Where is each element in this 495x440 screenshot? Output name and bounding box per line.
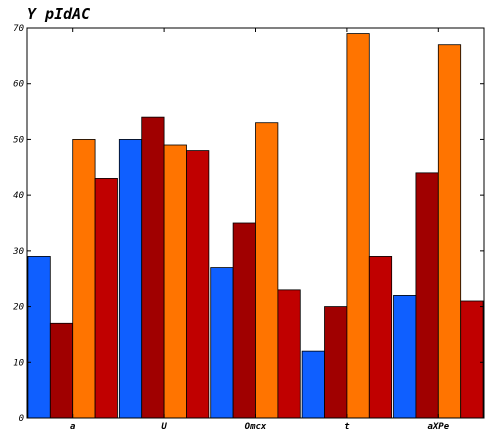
bars-layer xyxy=(27,33,484,419)
bar-Omcx-series1 xyxy=(210,267,234,419)
x-category-label: t xyxy=(344,422,350,432)
bar-aXPe-series2 xyxy=(415,172,439,419)
y-tick-label: 60 xyxy=(13,80,24,90)
x-category-label: Omcx xyxy=(245,422,267,432)
y-axis: 0 10 20 30 40 50 60 70 xyxy=(12,24,484,424)
x-axis: a U Omcx t aXPe xyxy=(70,28,450,432)
bar-a-series3 xyxy=(72,139,96,419)
bar-t-series1 xyxy=(301,350,325,419)
y-tick-label: 70 xyxy=(13,24,24,34)
y-tick-label: 0 xyxy=(19,414,24,424)
bar-U-series4 xyxy=(186,150,210,419)
y-tick-label: 50 xyxy=(13,135,24,145)
bar-t-series2 xyxy=(324,306,348,419)
x-category-label: a xyxy=(70,422,76,432)
bar-U-series1 xyxy=(118,139,143,419)
chart-title: Y pIdAC xyxy=(27,5,91,23)
bar-t-series4 xyxy=(368,256,393,419)
bar-U-series3 xyxy=(163,144,187,419)
x-category-label: aXPe xyxy=(427,422,449,432)
bar-a-series1 xyxy=(27,256,51,419)
bar-a-series2 xyxy=(49,322,74,419)
bar-Omcx-series2 xyxy=(232,222,256,419)
y-tick-label: 20 xyxy=(13,303,24,313)
x-category-label: U xyxy=(161,422,167,432)
y-tick-label: 10 xyxy=(13,358,24,368)
bar-Omcx-series4 xyxy=(277,289,301,419)
bar-U-series2 xyxy=(141,116,165,419)
bar-Omcx-series3 xyxy=(255,122,279,419)
bar-aXPe-series1 xyxy=(393,295,417,419)
bar-aXPe-series4 xyxy=(460,300,484,419)
y-tick-label: 30 xyxy=(12,247,24,257)
bar-t-series3 xyxy=(346,33,370,419)
bar-a-series4 xyxy=(94,178,118,419)
y-tick-label: 40 xyxy=(13,191,24,201)
bar-aXPe-series3 xyxy=(437,44,462,419)
